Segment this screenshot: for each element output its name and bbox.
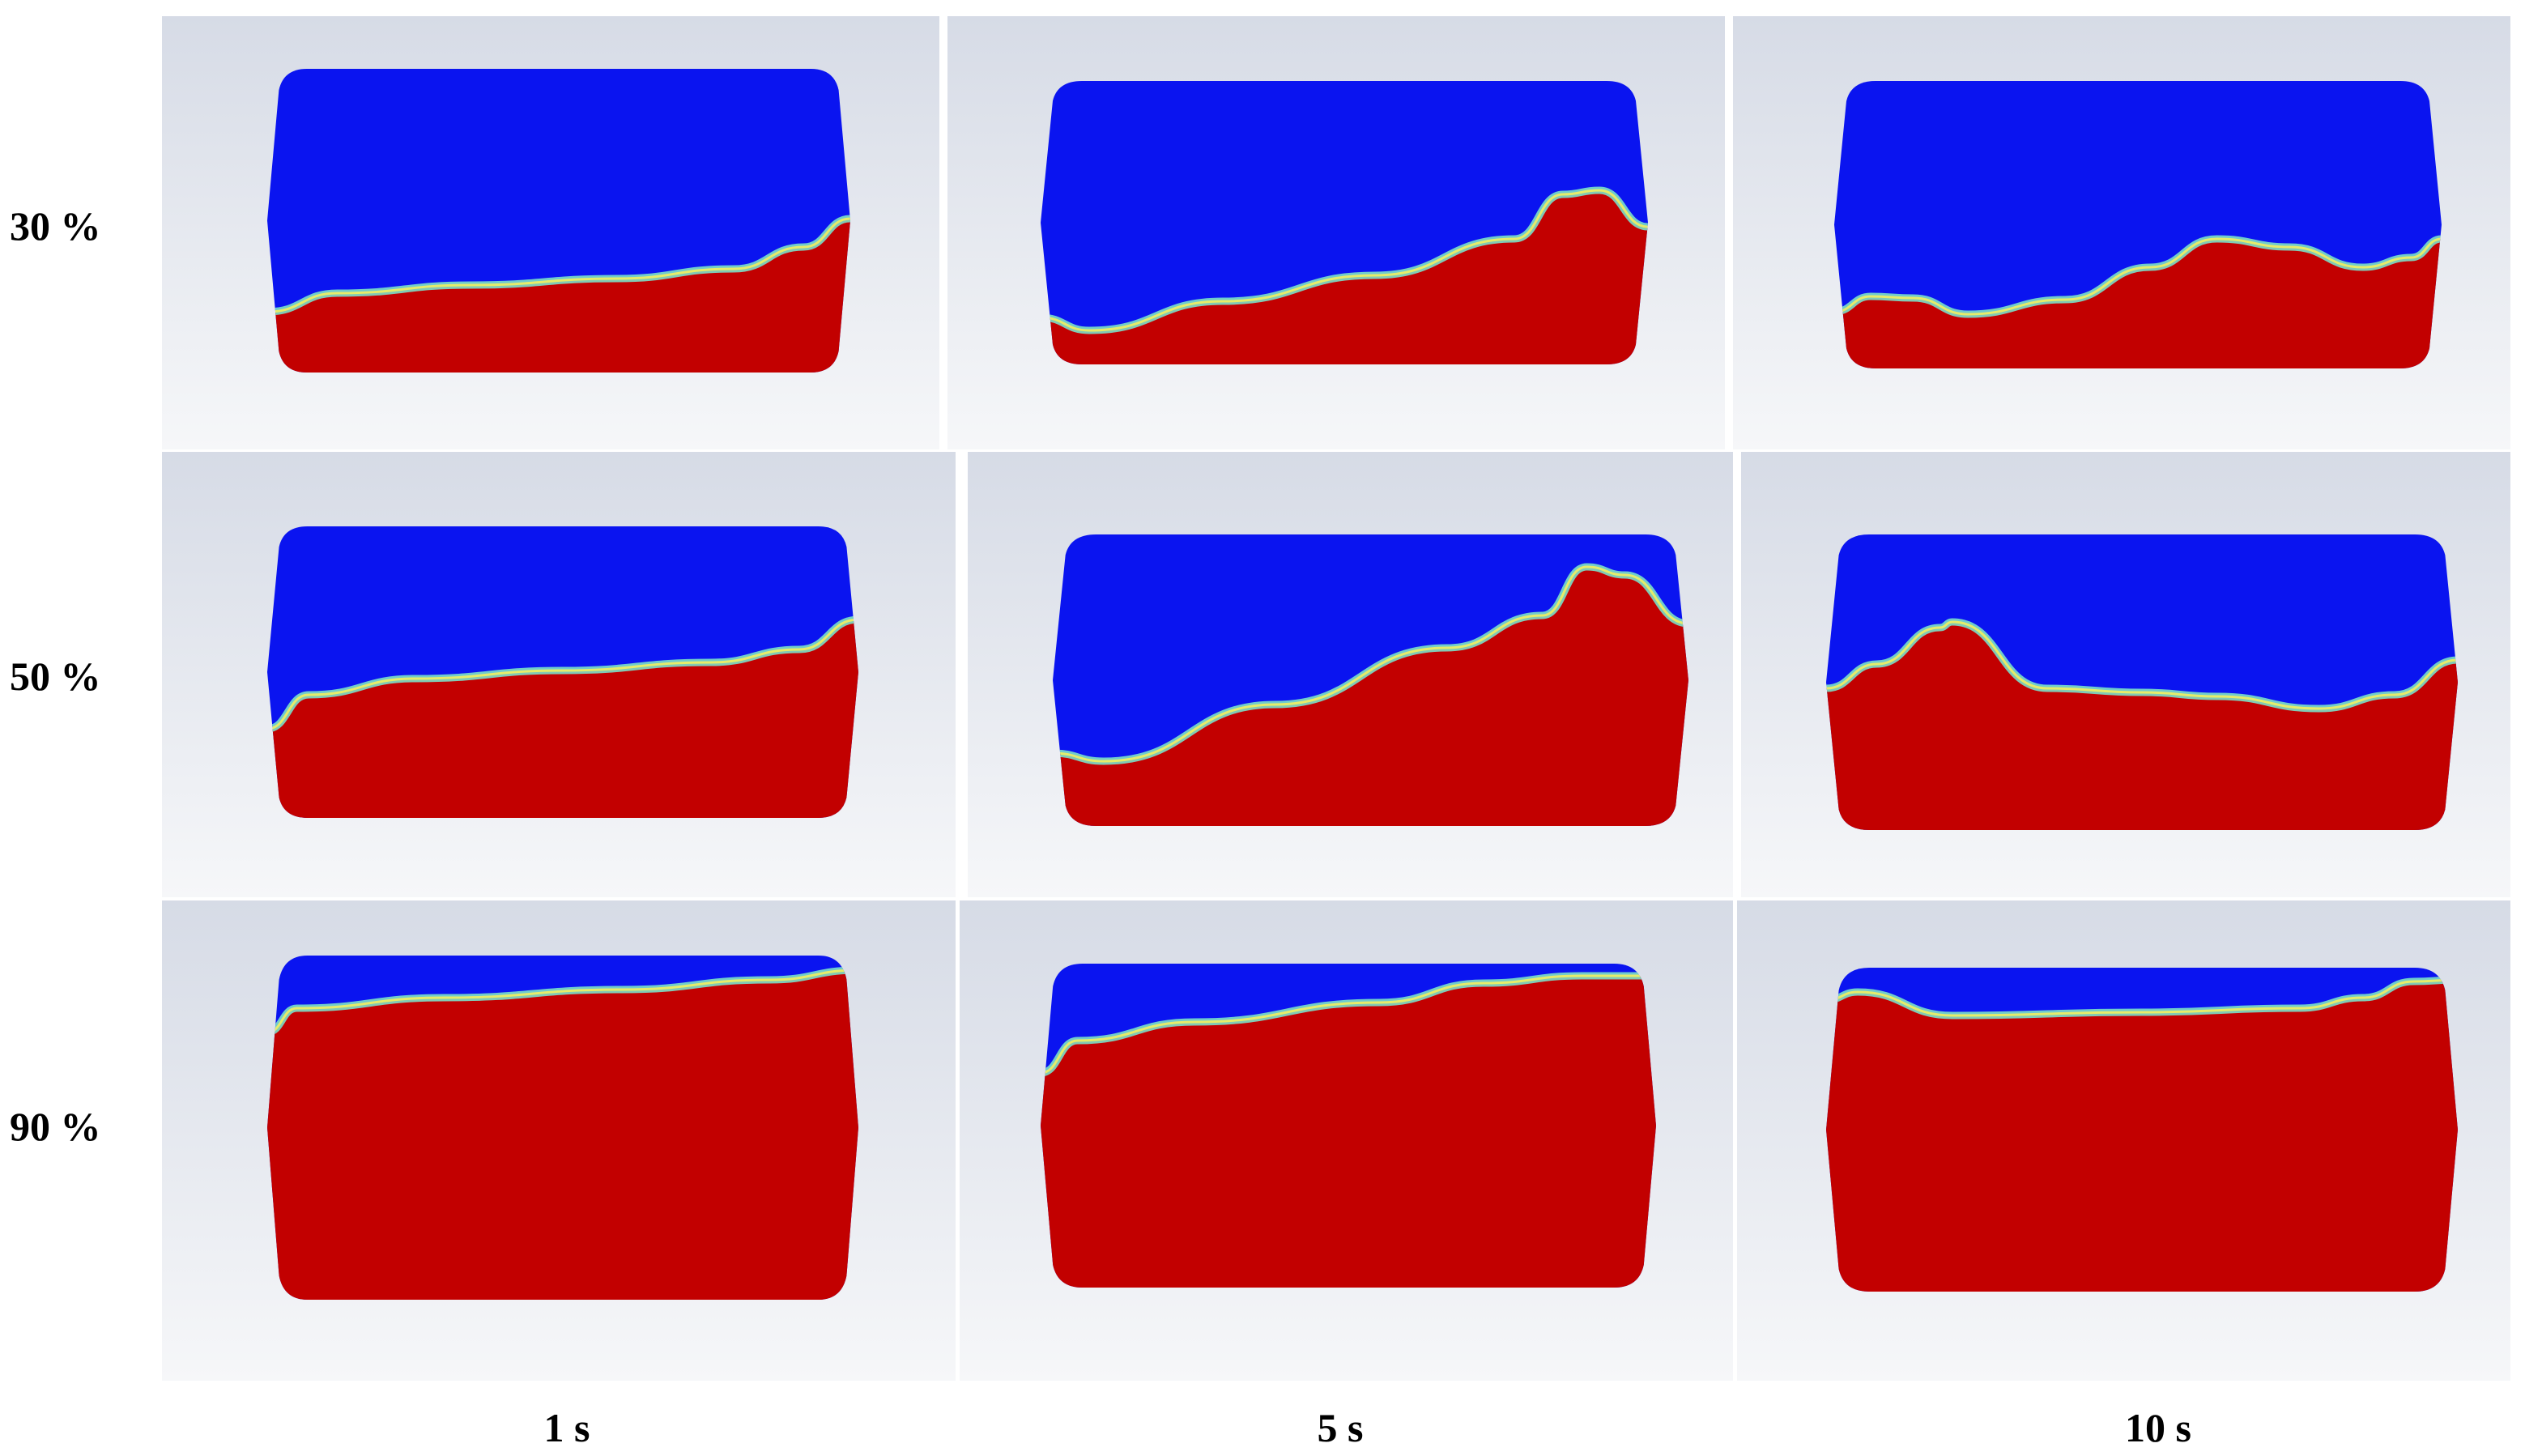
liquid-interface: [267, 969, 858, 1034]
tank: [1834, 81, 2442, 368]
row-label-90: 90 %: [10, 1104, 101, 1149]
panel-30pct-1s: [162, 16, 939, 449]
liquid-phase: [1834, 239, 2442, 368]
liquid-interface: [267, 618, 858, 730]
liquid-phase: [267, 619, 858, 818]
liquid-interface: [1834, 237, 2442, 316]
panel-50pct-5s: [968, 452, 1733, 897]
liquid-interface: [1041, 189, 1648, 332]
panel-90pct-5s: [960, 900, 1733, 1381]
liquid-phase: [1041, 190, 1648, 364]
panel-90pct-10s: [1737, 900, 2510, 1381]
panel-90pct-1s: [162, 900, 956, 1381]
panel-50pct-10s: [1741, 452, 2510, 897]
liquid-phase: [1826, 622, 2458, 830]
tank: [267, 956, 858, 1300]
tank: [1053, 534, 1688, 826]
liquid-phase: [267, 219, 850, 373]
liquid-phase: [1826, 980, 2458, 1292]
tank: [267, 69, 850, 373]
panel-30pct-5s: [947, 16, 1725, 449]
tank: [267, 526, 858, 818]
panel-30pct-10s: [1733, 16, 2510, 449]
liquid-interface: [1053, 565, 1688, 763]
col-label-10s: 10 s: [2125, 1405, 2191, 1450]
liquid-interface: [1826, 620, 2458, 710]
tank: [1041, 964, 1656, 1288]
tank: [1826, 534, 2458, 830]
tank: [1041, 81, 1648, 364]
panel-grid: [162, 16, 2510, 1381]
liquid-interface: [267, 217, 850, 313]
liquid-interface: [1041, 974, 1656, 1075]
col-label-5s: 5 s: [1318, 1405, 1364, 1450]
liquid-phase: [1053, 567, 1688, 826]
row-label-30: 30 %: [10, 203, 101, 249]
panel-50pct-1s: [162, 452, 956, 897]
liquid-phase: [267, 970, 858, 1300]
row-label-50: 50 %: [10, 653, 101, 699]
liquid-interface: [1826, 978, 2458, 1017]
tank: [1826, 968, 2458, 1292]
liquid-phase: [1041, 975, 1656, 1288]
col-label-1s: 1 s: [544, 1405, 590, 1450]
